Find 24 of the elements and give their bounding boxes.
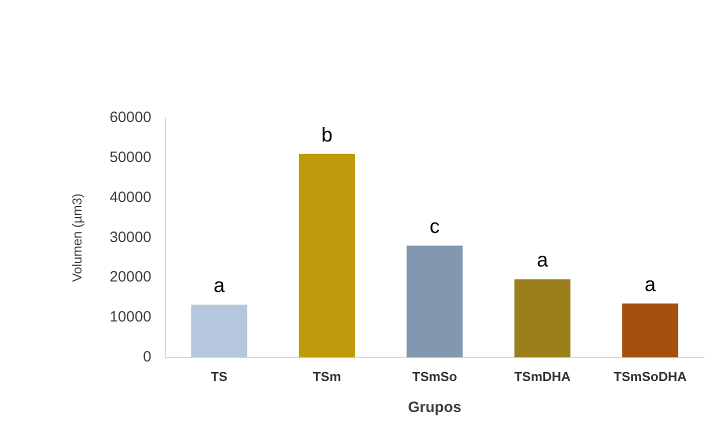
annotation: a [214,275,226,298]
x-tick-label: TSmSo [412,368,458,384]
annotation: c [430,216,440,238]
y-tick-label: 40000 [110,188,152,206]
y-tick-label: 20000 [110,268,152,286]
bar [191,304,248,358]
annotation: b [321,124,332,146]
bar [298,154,355,358]
x-axis-title: Grupos [408,399,462,416]
x-tick-label: TSmDHA [514,368,572,384]
y-tick-label: 30000 [110,228,152,246]
y-axis-title: Volumen (µm3) [69,193,84,282]
y-tick-label: 50000 [110,149,152,166]
y-tick-label: 60000 [110,109,152,126]
y-tick-label: 10000 [110,308,152,326]
annotation: a [536,250,549,272]
bar [406,246,463,358]
x-tick-label: TS [210,368,228,384]
x-tick-label: TSm [312,368,342,384]
y-tick-label: 0 [142,348,152,366]
annotation: a [644,274,657,296]
bar [514,279,570,358]
bar [622,304,678,358]
x-tick-label: TSmSoDHA [614,368,688,384]
